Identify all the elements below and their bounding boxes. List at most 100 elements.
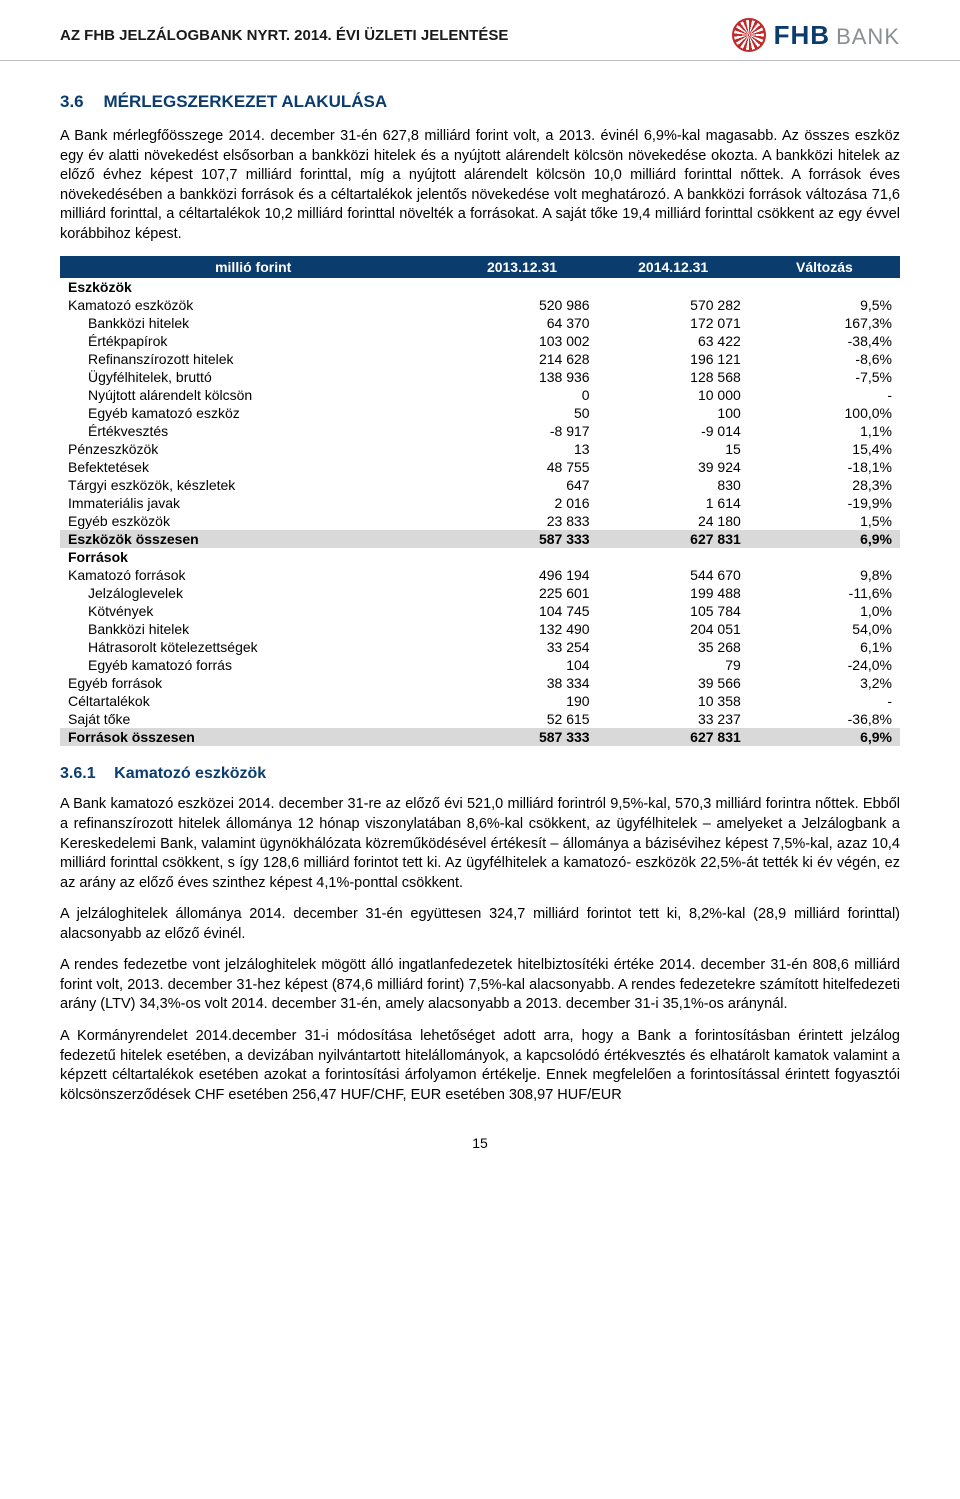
cell-value: 2 016 (446, 494, 597, 512)
section-number: 3.6 (60, 92, 84, 111)
table-row: Eszközök (60, 278, 900, 296)
cell-value: 496 194 (446, 566, 597, 584)
table-row: Befektetések48 75539 924-18,1% (60, 458, 900, 476)
page-number: 15 (60, 1135, 900, 1151)
cell-value: 24 180 (598, 512, 749, 530)
cell-value: 50 (446, 404, 597, 422)
table-row: Kamatozó eszközök520 986570 2829,5% (60, 296, 900, 314)
cell-label: Pénzeszközök (60, 440, 446, 458)
cell-value: -8 917 (446, 422, 597, 440)
table-row: Nyújtott alárendelt kölcsön010 000- (60, 386, 900, 404)
table-row: Egyéb kamatozó forrás10479-24,0% (60, 656, 900, 674)
cell-label: Ügyfélhitelek, bruttó (60, 368, 446, 386)
cell-value: 105 784 (598, 602, 749, 620)
cell-value: 15 (598, 440, 749, 458)
cell-value: 196 121 (598, 350, 749, 368)
cell-value: -19,9% (749, 494, 900, 512)
cell-value: 103 002 (446, 332, 597, 350)
cell-value: -24,0% (749, 656, 900, 674)
cell-label: Bankközi hitelek (60, 620, 446, 638)
cell-value (598, 278, 749, 296)
table-row: Kötvények104 745105 7841,0% (60, 602, 900, 620)
cell-label: Bankközi hitelek (60, 314, 446, 332)
cell-value: 0 (446, 386, 597, 404)
table-row: Értékvesztés-8 917-9 0141,1% (60, 422, 900, 440)
cell-value: 167,3% (749, 314, 900, 332)
cell-value: 138 936 (446, 368, 597, 386)
cell-value: 54,0% (749, 620, 900, 638)
cell-value: 520 986 (446, 296, 597, 314)
intro-paragraph: A Bank mérlegfőösszege 2014. december 31… (60, 127, 900, 244)
table-row: Refinanszírozott hitelek214 628196 121-8… (60, 350, 900, 368)
logo-icon (732, 18, 766, 52)
cell-value: 64 370 (446, 314, 597, 332)
cell-value: 214 628 (446, 350, 597, 368)
cell-value: 23 833 (446, 512, 597, 530)
cell-value: 104 (446, 656, 597, 674)
cell-value: 172 071 (598, 314, 749, 332)
th-2014: 2014.12.31 (598, 256, 749, 278)
table-row: Immateriális javak2 0161 614-19,9% (60, 494, 900, 512)
cell-value (749, 278, 900, 296)
cell-value: 1,1% (749, 422, 900, 440)
table-row: Kamatozó források496 194544 6709,8% (60, 566, 900, 584)
cell-value: 104 745 (446, 602, 597, 620)
cell-value: 544 670 (598, 566, 749, 584)
cell-value: 1,0% (749, 602, 900, 620)
table-row: Egyéb kamatozó eszköz50100100,0% (60, 404, 900, 422)
cell-label: Eszközök összesen (60, 530, 446, 548)
cell-value: 3,2% (749, 674, 900, 692)
cell-label: Jelzáloglevelek (60, 584, 446, 602)
table-row: Pénzeszközök131515,4% (60, 440, 900, 458)
cell-value: 587 333 (446, 530, 597, 548)
table-row: Egyéb források38 33439 5663,2% (60, 674, 900, 692)
cell-label: Egyéb források (60, 674, 446, 692)
table-row: Értékpapírok103 00263 422-38,4% (60, 332, 900, 350)
cell-value: 6,1% (749, 638, 900, 656)
table-row: Egyéb eszközök23 83324 1801,5% (60, 512, 900, 530)
cell-value: -7,5% (749, 368, 900, 386)
cell-value: 627 831 (598, 530, 749, 548)
cell-value: 1 614 (598, 494, 749, 512)
cell-value: 10 000 (598, 386, 749, 404)
cell-label: Értékvesztés (60, 422, 446, 440)
cell-value: 33 254 (446, 638, 597, 656)
cell-value (598, 548, 749, 566)
cell-value: 79 (598, 656, 749, 674)
logo: FHB BANK (732, 18, 900, 52)
cell-value: 100,0% (749, 404, 900, 422)
cell-value: 647 (446, 476, 597, 494)
table-body: EszközökKamatozó eszközök520 986570 2829… (60, 278, 900, 746)
cell-value: 28,3% (749, 476, 900, 494)
cell-value: - (749, 692, 900, 710)
cell-value: -38,4% (749, 332, 900, 350)
cell-label: Tárgyi eszközök, készletek (60, 476, 446, 494)
body-paragraph: A Bank kamatozó eszközei 2014. december … (60, 795, 900, 893)
table-row: Céltartalékok19010 358- (60, 692, 900, 710)
cell-label: Értékpapírok (60, 332, 446, 350)
cell-value: 6,9% (749, 728, 900, 746)
cell-value (749, 548, 900, 566)
cell-value: 9,5% (749, 296, 900, 314)
subsection-title: Kamatozó eszközök (114, 765, 266, 782)
page-body: 3.6 MÉRLEGSZERKEZET ALAKULÁSA A Bank mér… (0, 89, 960, 1191)
logo-bank: BANK (836, 24, 900, 50)
cell-value: 132 490 (446, 620, 597, 638)
page-header: AZ FHB JELZÁLOGBANK NYRT. 2014. ÉVI ÜZLE… (0, 0, 960, 61)
body-paragraph: A rendes fedezetbe vont jelzáloghitelek … (60, 956, 900, 1015)
cell-value: -11,6% (749, 584, 900, 602)
th-2013: 2013.12.31 (446, 256, 597, 278)
th-change: Változás (749, 256, 900, 278)
cell-label: Hátrasorolt kötelezettségek (60, 638, 446, 656)
table-row: Bankközi hitelek64 370172 071167,3% (60, 314, 900, 332)
cell-value: 225 601 (446, 584, 597, 602)
cell-value: 199 488 (598, 584, 749, 602)
cell-value: 39 924 (598, 458, 749, 476)
section-heading: 3.6 MÉRLEGSZERKEZET ALAKULÁSA (60, 89, 900, 113)
cell-value: 128 568 (598, 368, 749, 386)
body-paragraphs: A Bank kamatozó eszközei 2014. december … (60, 795, 900, 1105)
cell-label: Egyéb kamatozó eszköz (60, 404, 446, 422)
cell-value: 38 334 (446, 674, 597, 692)
cell-value: - (749, 386, 900, 404)
table-row: Források (60, 548, 900, 566)
